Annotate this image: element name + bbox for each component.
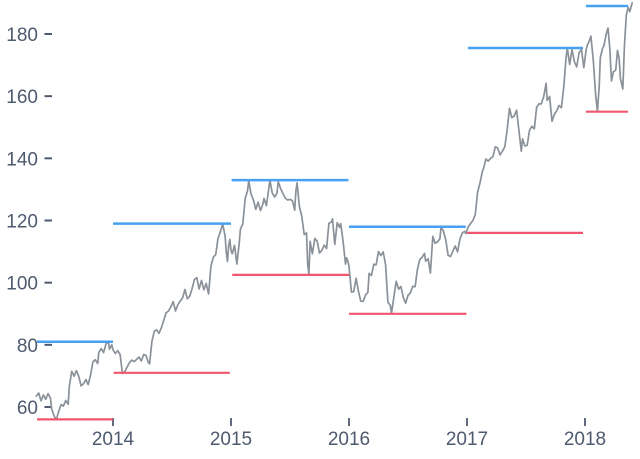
yearly-range-lines [37,4,629,421]
y-axis-tick-label: 140 [6,149,38,170]
price-line [35,2,634,421]
x-axis: 2014 2015 2016 2017 2018 [92,418,606,450]
y-axis: 180 160 140 120 100 80 60 [6,25,52,419]
x-axis-tick-label: 2017 [446,429,488,450]
x-axis-tick-label: 2016 [328,429,370,450]
price-series [35,2,634,421]
y-axis-tick-label: 80 [17,336,38,357]
x-axis-tick-label: 2018 [564,429,606,450]
y-axis-tick-label: 180 [6,25,38,46]
y-axis-tick-label: 160 [6,87,38,108]
y-axis-tick-label: 120 [6,212,38,233]
y-axis-tick-label: 100 [6,274,38,295]
x-axis-tick-label: 2015 [210,429,252,450]
y-axis-tick-label: 60 [17,398,38,419]
x-axis-tick-label: 2014 [92,429,135,450]
